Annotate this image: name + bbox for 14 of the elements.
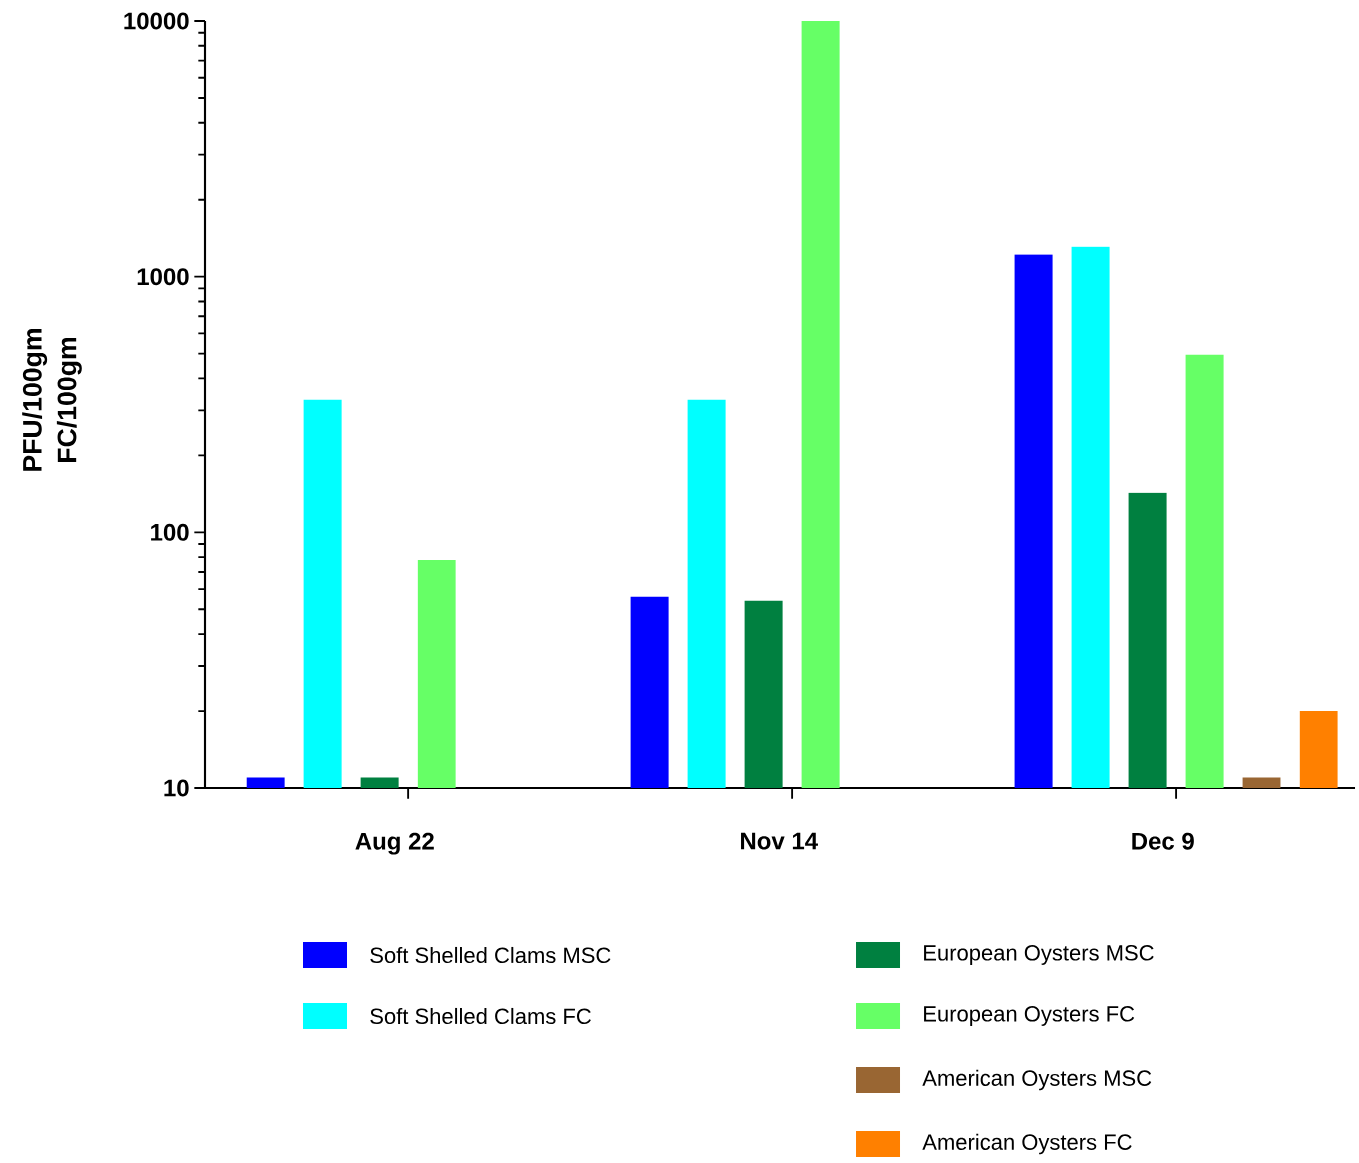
y-tick-label: 10000 xyxy=(124,12,189,30)
legend-label: European Oysters MSC xyxy=(924,945,1154,965)
x-tick-label: Aug 22 xyxy=(355,832,434,855)
x-tick-label: Nov 14 xyxy=(741,832,818,850)
legend-label: American Oysters FC xyxy=(922,1133,1132,1155)
legend-label: European Oysters FC xyxy=(924,1006,1135,1026)
y-tick-label: 1000 xyxy=(137,268,189,286)
y-axis-title: PFU/100gm FC/100gm xyxy=(22,329,82,471)
y-tick-label: 100 xyxy=(151,523,189,541)
legend-label: American Oysters MSC xyxy=(922,1069,1152,1091)
y-tick-label: 10 xyxy=(164,779,189,797)
legend-label: Soft Shelled Clams MSC xyxy=(370,946,611,964)
legend-label: Soft Shelled Clams FC xyxy=(370,1007,591,1025)
x-tick-label: Dec 9 xyxy=(1132,832,1194,850)
